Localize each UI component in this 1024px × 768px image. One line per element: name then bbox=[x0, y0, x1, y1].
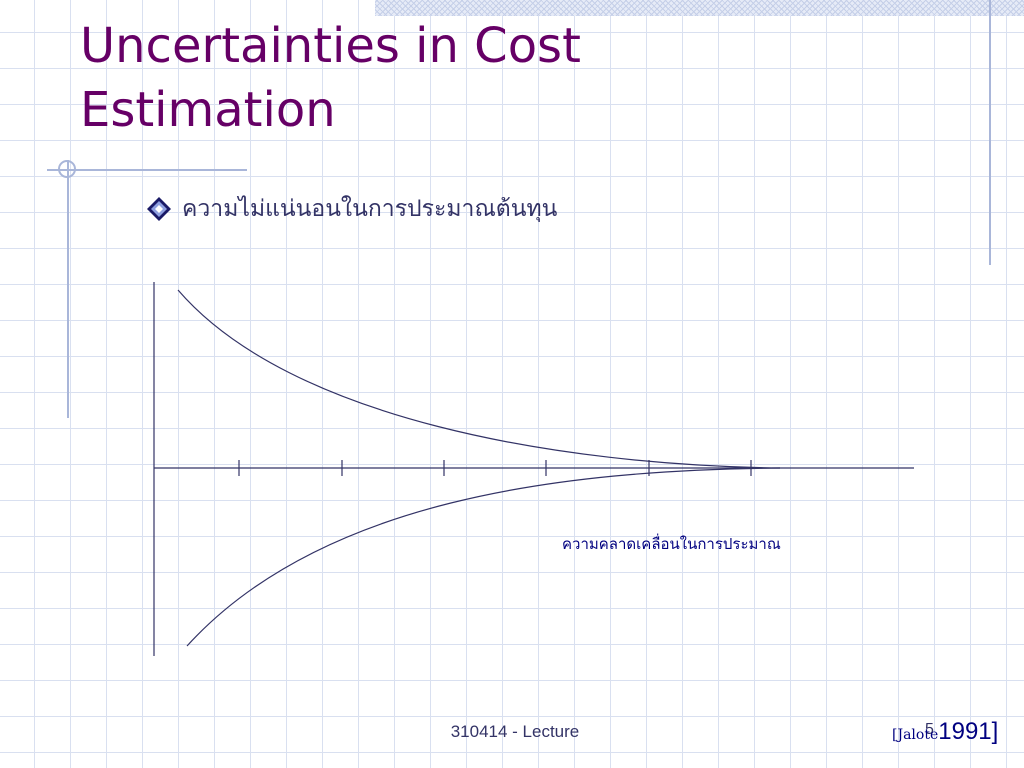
title-corner-circle bbox=[58, 160, 76, 178]
citation-author: [Jalote bbox=[892, 727, 939, 743]
diagram-annotation: ความคลาดเคลื่อนในการประมาณ bbox=[562, 533, 781, 553]
estimation-funnel-diagram: ความคลาดเคลื่อนในการประมาณ bbox=[153, 282, 914, 656]
lower-uncertainty-curve bbox=[186, 467, 781, 647]
footer-lecture-label: 310414 - Lecture bbox=[450, 722, 580, 741]
title-underline-rule bbox=[47, 169, 247, 171]
page-number: 5 bbox=[925, 721, 934, 738]
upper-uncertainty-curve bbox=[177, 289, 781, 469]
bullet-text: ความไม่แน่นอนในการประมาณต้นทุน bbox=[182, 196, 558, 222]
citation-year: 1991] bbox=[938, 718, 999, 745]
header-pattern-band bbox=[375, 0, 1024, 16]
diamond-bullet-icon bbox=[147, 197, 171, 221]
slide-title: Uncertainties in Cost Estimation bbox=[80, 18, 581, 138]
left-decorative-rule bbox=[67, 160, 69, 418]
right-decorative-rule bbox=[989, 0, 991, 265]
citation: [Jalote1991] bbox=[892, 718, 998, 746]
bullet-item: ความไม่แน่นอนในการประมาณต้นทุน bbox=[146, 192, 557, 226]
